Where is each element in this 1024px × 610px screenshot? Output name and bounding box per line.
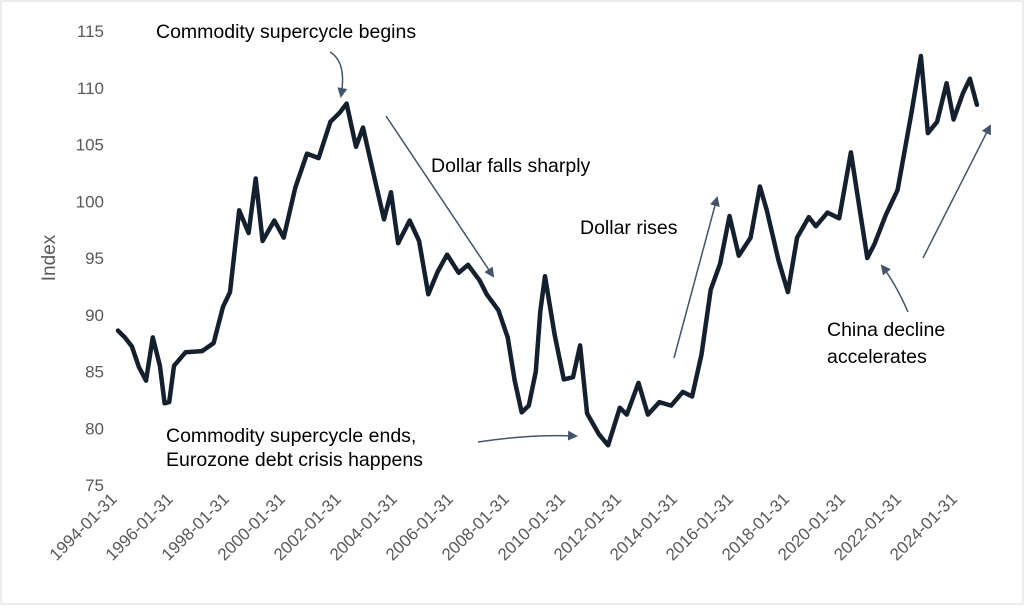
annotation-arrow <box>477 430 578 443</box>
annotation-arrow <box>922 124 991 259</box>
y-axis-ticks: 75 80 85 90 95 100 105 110 115 <box>76 22 104 495</box>
annotation-label: China decline <box>827 319 945 341</box>
annotation-label: Commodity supercycle begins <box>156 21 416 43</box>
y-tick-label: 110 <box>77 79 104 98</box>
y-tick-label: 75 <box>85 476 104 495</box>
annotation-label: accelerates <box>827 346 927 368</box>
y-tick-label: 85 <box>85 363 104 382</box>
annotation-label: Dollar falls sharply <box>431 155 591 177</box>
y-tick-label: 105 <box>76 136 104 155</box>
annotation-label: Dollar rises <box>580 217 678 239</box>
annotation-arrow <box>673 196 720 359</box>
annotation-arrow <box>329 51 348 98</box>
annotation-arrow <box>880 264 909 313</box>
annotation-arrow <box>385 115 495 278</box>
y-tick-label: 115 <box>77 22 104 41</box>
y-tick-label: 95 <box>85 249 104 268</box>
annotation-label: Commodity supercycle ends, <box>166 425 416 447</box>
annotations: Commodity supercycle begins Dollar falls … <box>156 21 991 471</box>
y-tick-label: 100 <box>76 192 104 211</box>
annotation-label: Eurozone debt crisis happens <box>166 449 423 471</box>
series-line <box>115 53 980 448</box>
y-axis-title: Index <box>39 234 60 281</box>
y-tick-label: 90 <box>85 306 104 325</box>
y-tick-label: 80 <box>85 419 104 438</box>
